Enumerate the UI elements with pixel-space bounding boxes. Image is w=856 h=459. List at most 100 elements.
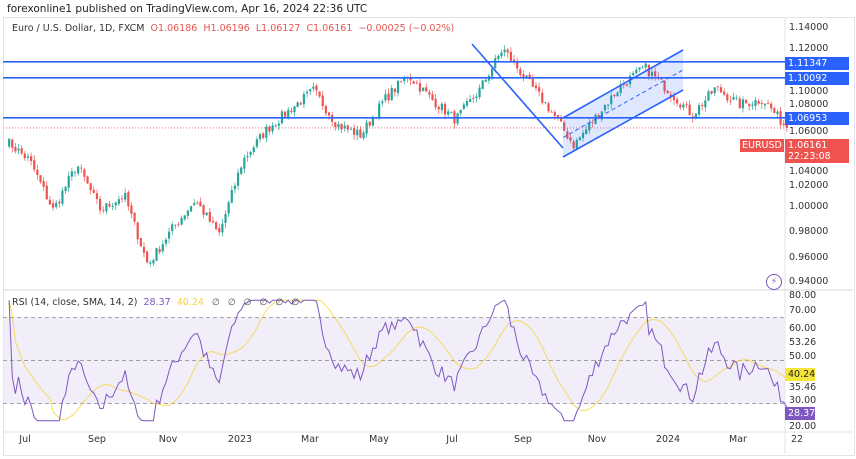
candle-body [694,113,698,119]
candle-body [494,58,497,68]
candle-body [33,160,36,170]
candle-body [785,124,788,128]
hidden-plot-icon[interactable]: ∅ [259,298,268,308]
hidden-plot-icon[interactable]: ∅ [211,298,220,308]
candle-body [114,202,117,206]
candle-body [202,205,205,215]
price-tick: 1.08000 [789,99,829,110]
hidden-plot-icon[interactable]: ∅ [291,298,300,308]
candle-body [343,125,346,129]
candle-body [196,202,199,204]
candle-body [384,94,387,101]
hidden-plot-icon[interactable]: ∅ [275,298,284,308]
candle-body [503,49,506,53]
candle-body [469,99,472,102]
candle-body [597,115,600,119]
candle-body [713,87,716,94]
candle-body [409,77,412,81]
candle-body [161,244,164,252]
candle-body [704,100,707,108]
candle-body [171,224,174,232]
lightning-icon[interactable]: ⚡ [766,274,782,290]
time-tick: 22 [790,434,804,445]
trend-line [471,43,564,149]
candle-body [149,262,152,264]
candle-body [58,201,61,204]
candle-body [575,139,578,149]
time-tick: Mar [729,434,747,445]
candle-body [230,189,233,203]
rsi-tick: 50.00 [789,351,817,362]
time-tick: Nov [587,434,607,445]
candle-body [186,210,189,216]
chart-frame [3,17,855,456]
rsi-sma-value: 40.24 [176,297,204,308]
symbol-legend: Euro / U.S. Dollar, 1D, FXCM O1.06186 H1… [12,23,454,34]
candle-body [258,134,262,140]
candle-body [208,211,211,222]
candle-body [716,86,719,88]
time-tick: Jul [19,434,31,445]
candle-body [735,97,738,99]
candle-body [371,117,375,126]
candle-body [346,125,349,130]
channel-fill [563,50,683,157]
candle-body [180,218,183,225]
candle-body [723,91,726,95]
candle-body [29,156,33,161]
candle-body [425,87,428,92]
candle-body [349,128,353,130]
candle-body [318,91,321,97]
candle-body [284,111,287,117]
candle-body [766,102,770,104]
candle-body [265,126,268,138]
rsi-lower-tag: 35.46 [789,382,817,393]
candle-body [751,104,754,106]
candle-body [70,171,73,177]
hidden-plot-icon[interactable]: ∅ [243,298,252,308]
rsi-upper-tag: 53.26 [789,337,817,348]
candle-body [309,89,312,92]
last-price: 1.06161 [788,140,828,151]
candle-body [440,103,444,111]
candle-body [776,111,779,115]
candle-body [660,78,663,80]
candle-body [252,147,255,153]
candle-body [619,84,622,93]
candle-body [607,104,610,106]
candle-body [189,206,193,212]
rsi-tag: 28.37 [785,407,815,420]
candle-body [42,181,45,187]
candle-body [512,59,516,62]
candle-body [136,222,139,240]
candle-body [296,102,299,107]
candle-body [89,183,92,191]
candle-body [396,80,400,94]
time-tick: May [369,434,389,445]
price-tick: 1.04000 [789,166,829,177]
candle-body [368,121,371,126]
candle-body [647,64,650,77]
candle-body [105,203,108,212]
candle-body [418,83,422,92]
candle-body [591,122,594,124]
candle-body [45,185,48,200]
candle-body [233,185,237,190]
candle-body [299,103,302,105]
hidden-plot-icon[interactable]: ∅ [227,298,236,308]
candle-body [167,231,171,239]
candle-body [215,222,218,230]
candle-body [666,90,669,94]
candle-body [249,152,252,156]
candle-body [726,94,729,101]
candle-body [635,69,638,74]
candle-body [17,148,20,151]
candle-body [177,224,180,226]
candle-body [117,199,120,204]
candle-body [525,75,528,78]
candle-body [434,98,437,108]
rsi-value: 28.37 [143,297,171,308]
candle-body [490,68,494,77]
